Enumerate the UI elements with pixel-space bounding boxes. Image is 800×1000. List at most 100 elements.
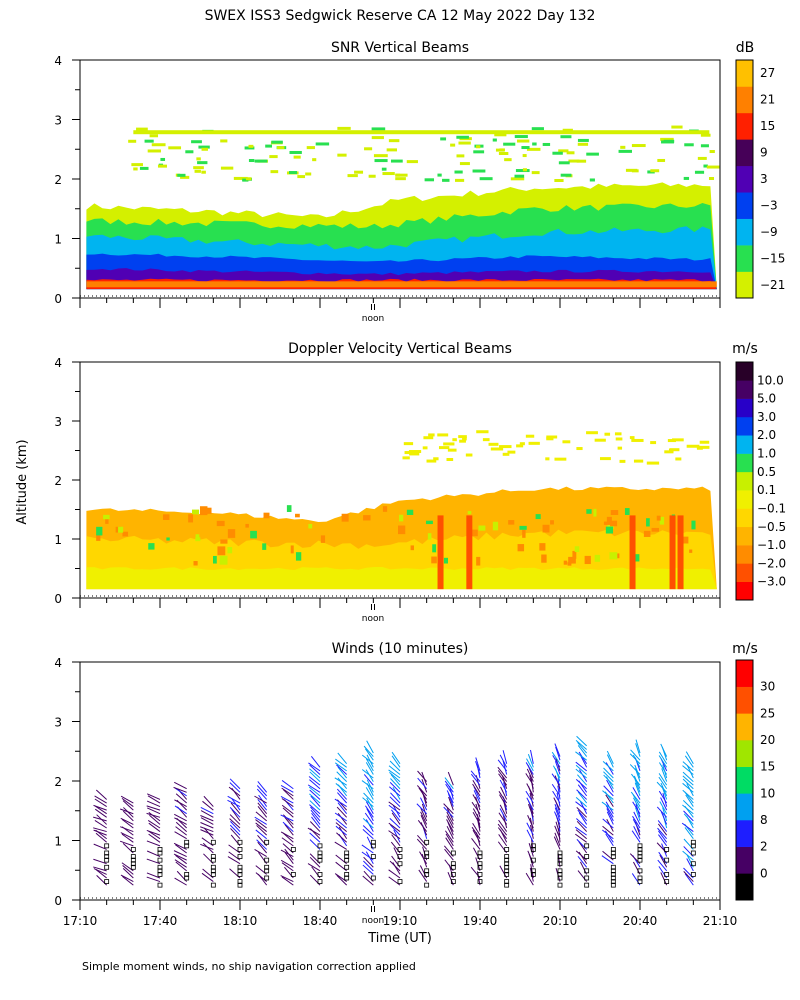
wind-barb — [499, 754, 508, 768]
colorbar-swatch — [736, 218, 753, 246]
wind-missing-marker — [104, 864, 110, 870]
wind-barb — [446, 790, 454, 804]
wind-missing-marker — [237, 847, 243, 852]
x-tick-label: 19:40 — [463, 914, 498, 928]
wind-barb — [634, 782, 641, 797]
doppler-speckle — [609, 552, 618, 560]
wind-barb — [575, 761, 587, 772]
doppler-speckle — [262, 543, 267, 550]
wind-barb — [121, 797, 134, 807]
wind-barb — [683, 813, 694, 825]
wind-barb — [603, 771, 614, 782]
doppler-speckle — [227, 529, 236, 538]
doppler-cloud-patch — [426, 459, 437, 463]
doppler-title: Doppler Velocity Vertical Beams — [288, 341, 512, 357]
wind-barb — [174, 831, 187, 840]
wind-barb — [366, 808, 374, 822]
wind-missing-marker — [317, 850, 323, 856]
colorbar-swatch — [736, 713, 753, 741]
doppler-cloud-patch — [525, 434, 535, 438]
snr-cloud-patch — [577, 138, 589, 142]
wind-missing-marker — [104, 854, 110, 859]
wind-barb — [281, 787, 294, 797]
wind-barb — [633, 797, 641, 811]
wind-barb — [657, 827, 668, 840]
wind-missing-marker — [264, 864, 270, 870]
x-tick-label: 21:10 — [703, 914, 738, 928]
colorbar-swatch — [736, 60, 753, 87]
wind-barb — [606, 750, 614, 764]
wind-barb — [498, 834, 508, 847]
doppler-speckle — [96, 526, 103, 536]
wind-missing-marker — [637, 850, 643, 856]
snr-cloud-patch — [479, 177, 493, 181]
colorbar-swatch — [736, 435, 753, 454]
wind-barb — [307, 863, 321, 872]
wind-barb — [282, 821, 294, 832]
figure-title: SWEX ISS3 Sedgwick Reserve CA 12 May 202… — [205, 8, 596, 24]
doppler-cloud-patch — [617, 446, 623, 450]
wind-barb — [390, 774, 401, 786]
y-tick-label: 0 — [54, 894, 62, 908]
colorbar-label: −0.1 — [757, 501, 786, 515]
wind-barb — [146, 800, 161, 808]
wind-barb — [605, 805, 614, 818]
wind-barb — [202, 842, 214, 854]
wind-barb — [634, 779, 641, 793]
wind-barb — [605, 762, 614, 775]
wind-barb — [445, 830, 454, 843]
doppler-speckle — [245, 523, 249, 528]
wind-barb — [502, 760, 508, 775]
wind-barb — [280, 814, 294, 822]
wind-barb — [601, 855, 614, 865]
wind-barb — [388, 769, 401, 779]
doppler-speckle — [656, 515, 661, 521]
wind-barb — [576, 735, 588, 747]
doppler-speckle — [563, 560, 568, 565]
snr-cloud-patch — [245, 177, 252, 181]
snr-cloud-patch — [566, 151, 575, 155]
snr-cloud-patch — [136, 127, 148, 131]
wind-barb — [281, 862, 294, 872]
doppler-speckle — [425, 520, 433, 525]
wind-barb — [309, 789, 321, 800]
y-tick-label: 3 — [54, 716, 62, 730]
wind-barb — [471, 837, 481, 850]
wind-barb — [576, 818, 588, 829]
colorbar-frame — [735, 659, 754, 901]
x-tick-label: 20:40 — [623, 914, 658, 928]
wind-barb — [577, 784, 588, 797]
wind-missing-marker — [317, 857, 323, 863]
doppler-speckle — [263, 512, 270, 519]
snr-cloud-patch — [625, 168, 638, 172]
wind-barb — [445, 783, 454, 797]
wind-barb — [280, 785, 294, 793]
doppler-cloud-patch — [423, 436, 434, 440]
wind-barb — [419, 865, 428, 879]
doppler-cloud-patch — [669, 448, 680, 452]
wind-barb — [148, 833, 161, 843]
doppler-cloud-patch — [576, 447, 583, 451]
snr-unit: dB — [736, 40, 755, 56]
colorbar-label: 0.1 — [757, 483, 776, 497]
colorbar-swatch — [736, 581, 753, 601]
y-tick-label: 3 — [54, 114, 62, 128]
snr-cloud-patch — [201, 170, 206, 174]
wind-barb — [389, 796, 401, 807]
wind-missing-marker — [397, 854, 403, 859]
wind-barb — [632, 819, 641, 832]
wind-barb — [391, 755, 401, 768]
wind-barb — [530, 749, 534, 764]
wind-barb — [416, 838, 428, 850]
wind-barb — [388, 830, 401, 840]
snr-cloud-patch — [254, 159, 268, 163]
wind-barb — [121, 833, 134, 843]
wind-barb — [309, 821, 321, 832]
snr-cloud-patch — [492, 138, 497, 142]
snr-cloud-patch — [395, 173, 401, 177]
wind-missing-marker — [557, 854, 563, 859]
snr-cloud-patch — [149, 134, 159, 138]
wind-missing-marker — [504, 857, 510, 863]
doppler-speckle — [122, 531, 129, 537]
doppler-speckle — [568, 556, 576, 564]
